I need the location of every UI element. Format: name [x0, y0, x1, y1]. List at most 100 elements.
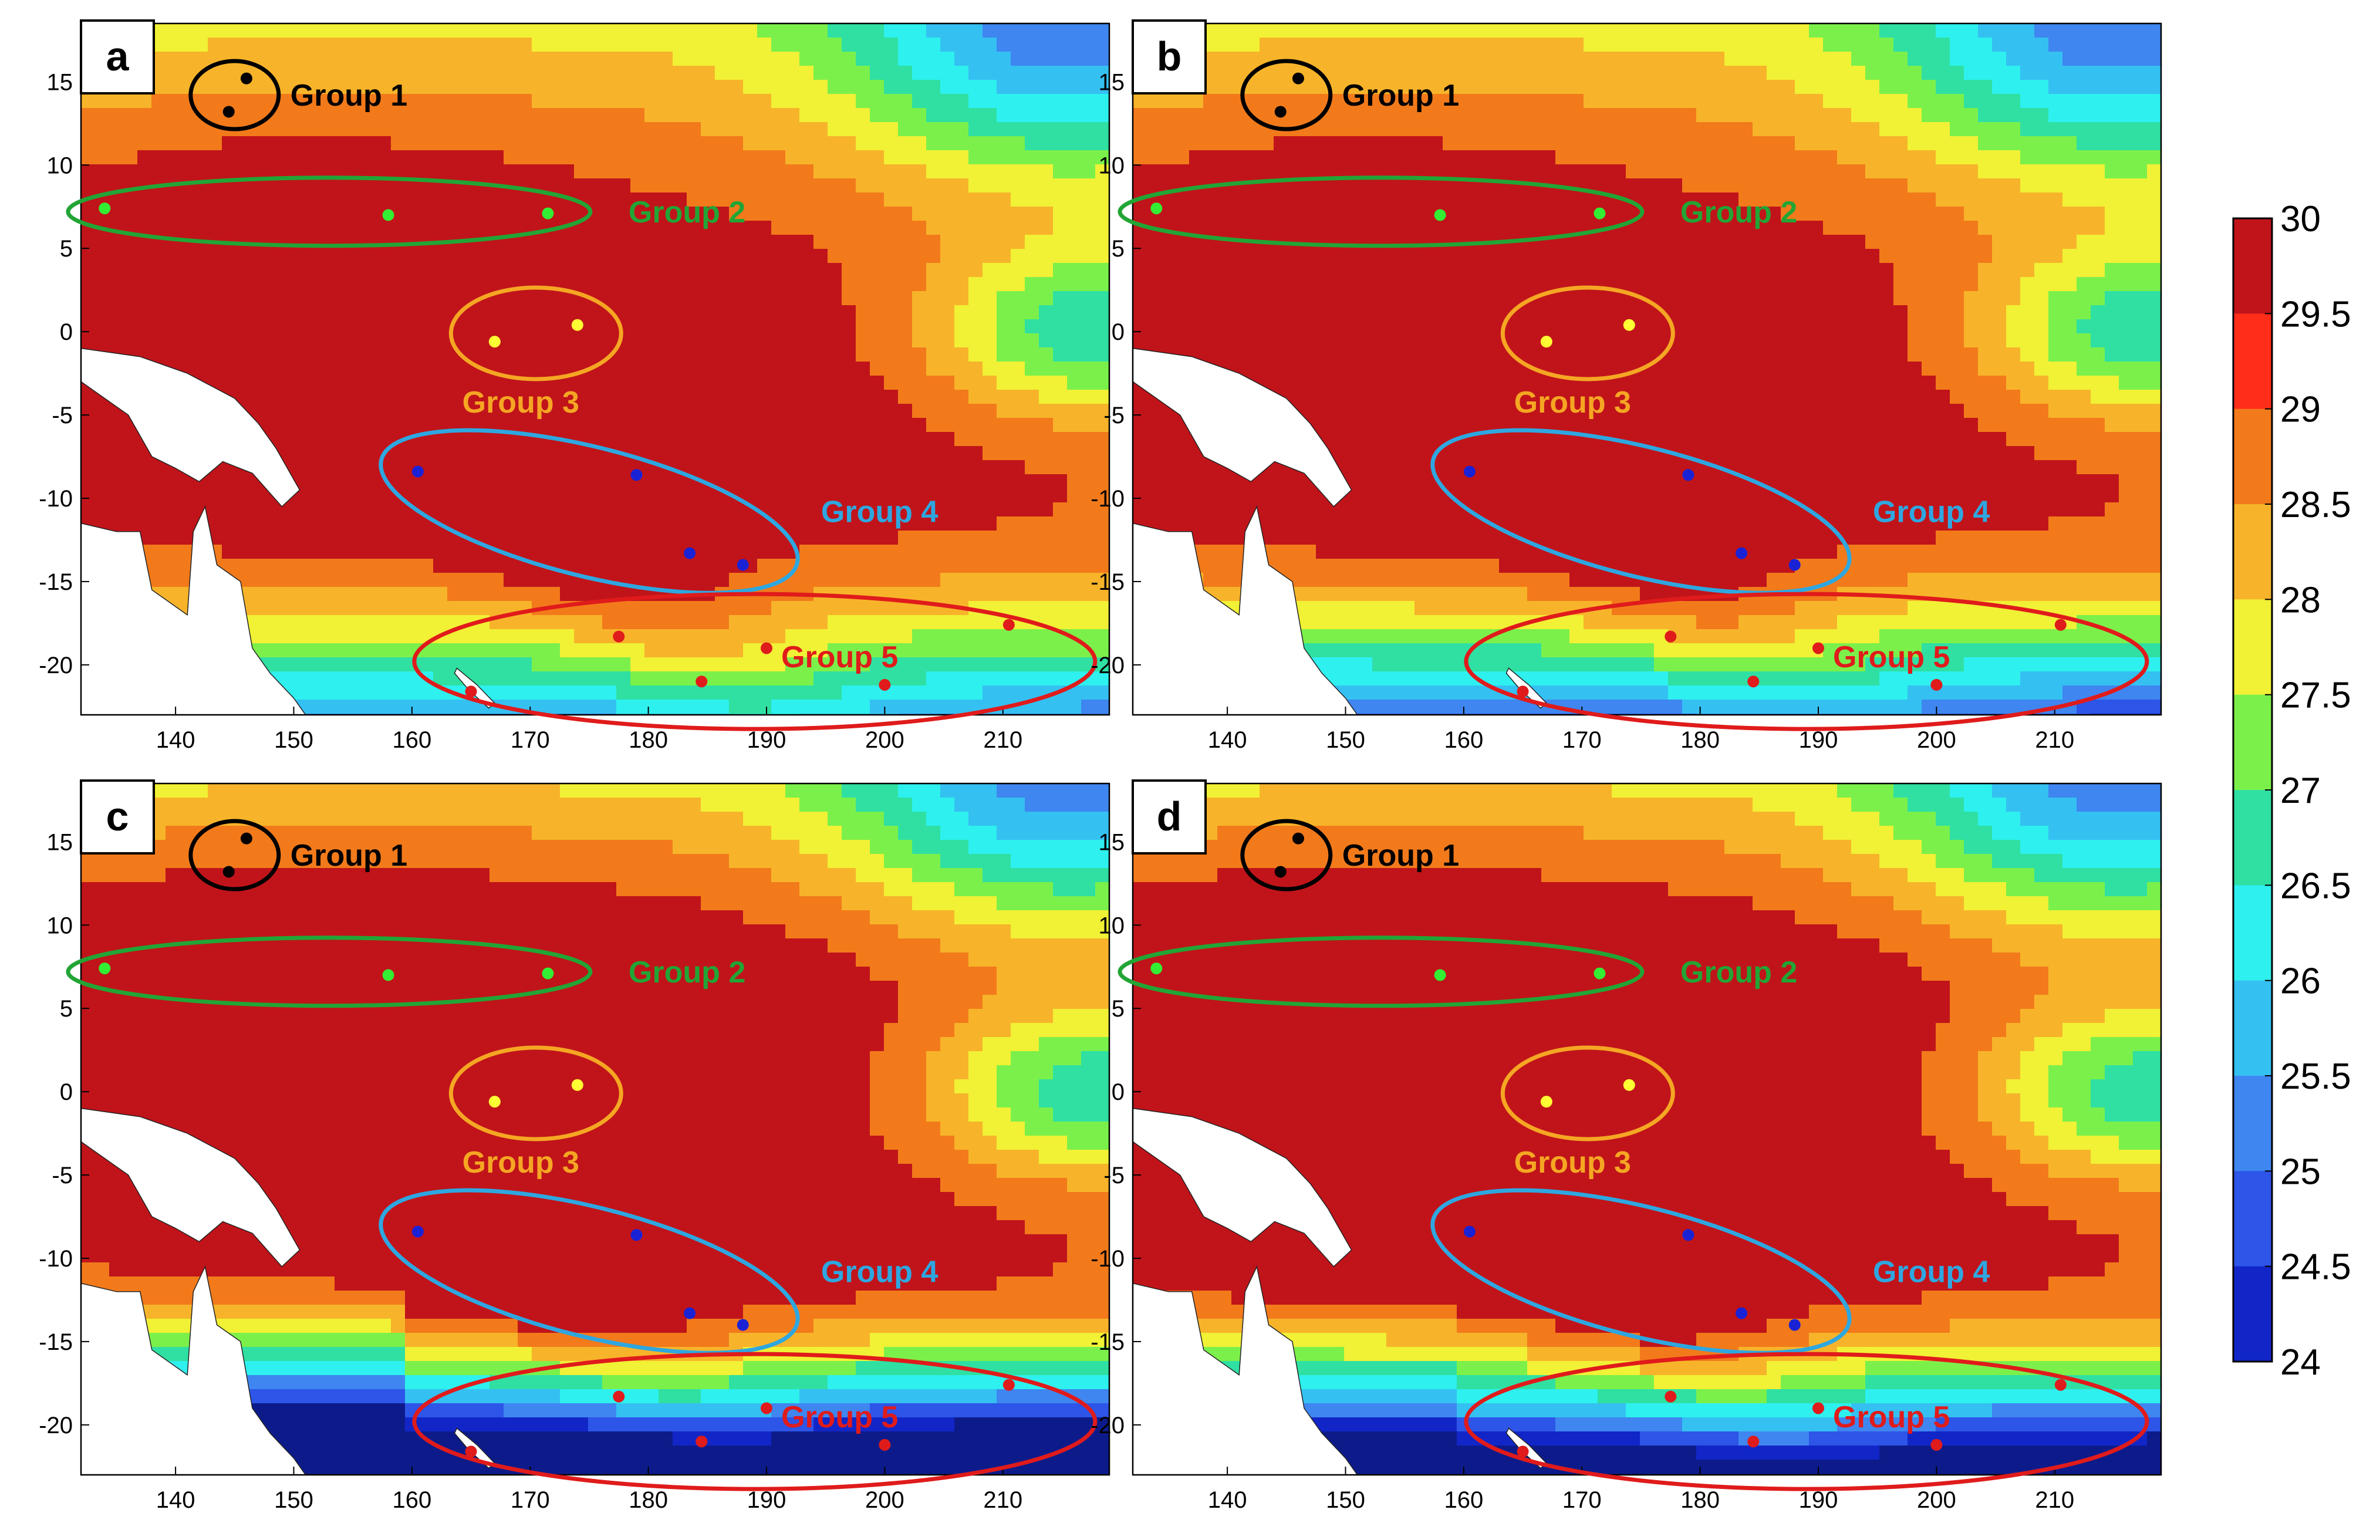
- sst-cell: [1964, 94, 1979, 109]
- sst-cell: [940, 333, 955, 348]
- sst-cell: [799, 94, 814, 109]
- sst-cell: [954, 150, 969, 165]
- sst-cell: [504, 80, 518, 94]
- sst-cell: [701, 531, 715, 545]
- sst-cell: [1189, 150, 1204, 165]
- sst-cell: [743, 319, 758, 334]
- sst-cell: [630, 52, 645, 66]
- sst-cell: [842, 150, 856, 165]
- sst-cell: [729, 263, 744, 278]
- sst-cell: [1922, 23, 1936, 38]
- sst-cell: [644, 122, 659, 137]
- sst-cell: [1837, 23, 1852, 38]
- sst-cell: [997, 474, 1011, 489]
- sst-cell: [588, 545, 603, 559]
- sst-cell: [1203, 136, 1218, 151]
- sst-cell: [1682, 108, 1697, 123]
- sst-cell: [2147, 94, 2162, 109]
- sst-cell: [997, 52, 1011, 66]
- sst-cell: [898, 347, 913, 362]
- sst-cell: [1067, 66, 1082, 80]
- sst-cell: [363, 545, 377, 559]
- sst-cell: [2133, 249, 2148, 264]
- sst-cell: [320, 573, 335, 587]
- sst-cell: [1175, 108, 1190, 123]
- sst-cell: [757, 221, 772, 235]
- sst-cell: [799, 615, 814, 630]
- sst-cell: [1067, 362, 1082, 376]
- sst-cell: [630, 122, 645, 137]
- sst-cell: [630, 615, 645, 630]
- sst-cell: [954, 587, 969, 602]
- sst-cell: [1025, 347, 1039, 362]
- sst-cell: [1095, 362, 1110, 376]
- sst-cell: [940, 150, 955, 165]
- sst-cell: [1231, 249, 1246, 264]
- sst-cell: [1175, 192, 1190, 207]
- sst-cell: [1612, 108, 1626, 123]
- sst-cell: [1668, 80, 1683, 94]
- sst-cell: [1541, 94, 1556, 109]
- sst-cell: [842, 305, 856, 320]
- sst-cell: [715, 545, 730, 559]
- sst-cell: [1260, 221, 1274, 235]
- sst-cell: [828, 418, 842, 433]
- sst-cell: [2006, 23, 2021, 38]
- sst-cell: [532, 657, 546, 672]
- sst-cell: [335, 122, 349, 137]
- sst-cell: [349, 685, 363, 700]
- sst-cell: [799, 136, 814, 151]
- sst-cell: [264, 643, 279, 658]
- sst-cell: [1823, 23, 1838, 38]
- sst-cell: [997, 291, 1011, 306]
- sst-cell: [95, 474, 110, 489]
- sst-cell: [349, 192, 363, 207]
- sst-cell: [997, 221, 1011, 235]
- sst-cell: [1147, 150, 1162, 165]
- sst-cell: [236, 221, 251, 235]
- sst-cell: [109, 291, 124, 306]
- sst-cell: [574, 122, 589, 137]
- sst-cell: [363, 178, 377, 193]
- sst-cell: [602, 23, 617, 38]
- sst-cell: [926, 559, 941, 573]
- sst-cell: [828, 249, 842, 264]
- sst-cell: [1400, 136, 1415, 151]
- sst-cell: [1260, 23, 1274, 38]
- sst-cell: [926, 615, 941, 630]
- sst-cell: [1879, 52, 1894, 66]
- sst-cell: [208, 221, 222, 235]
- sst-cell: [983, 249, 997, 264]
- sst-cell: [532, 587, 546, 602]
- sst-cell: [884, 52, 899, 66]
- sst-cell: [461, 263, 476, 278]
- sst-cell: [1640, 94, 1655, 109]
- sst-cell: [433, 404, 448, 418]
- sst-cell: [1485, 136, 1500, 151]
- sst-cell: [574, 38, 589, 52]
- sst-cell: [2119, 221, 2133, 235]
- sst-cell: [2091, 94, 2105, 109]
- sst-cell: [644, 390, 659, 404]
- sst-cell: [1781, 136, 1795, 151]
- sst-cell: [1025, 418, 1039, 433]
- sst-cell: [349, 52, 363, 66]
- sst-cell: [236, 305, 251, 320]
- sst-cell: [771, 545, 786, 559]
- sst-cell: [856, 207, 870, 221]
- sst-cell: [391, 136, 406, 151]
- sst-cell: [1527, 38, 1542, 52]
- sst-cell: [1039, 601, 1054, 616]
- sst-cell: [1260, 80, 1274, 94]
- sst-cell: [828, 474, 842, 489]
- sst-cell: [940, 657, 955, 672]
- sst-cell: [236, 362, 251, 376]
- sst-cell: [1865, 192, 1880, 207]
- sst-cell: [222, 249, 237, 264]
- sst-cell: [1795, 94, 1810, 109]
- sst-cell: [630, 657, 645, 672]
- sst-cell: [785, 122, 800, 137]
- sst-cell: [1081, 305, 1096, 320]
- sst-cell: [1654, 221, 1669, 235]
